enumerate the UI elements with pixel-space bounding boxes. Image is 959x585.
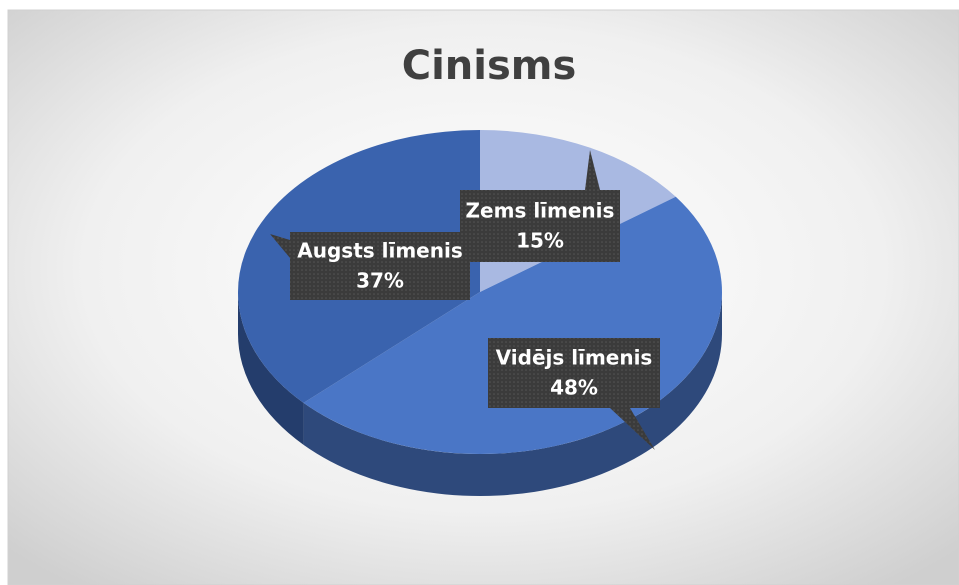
data-label-value: 37%	[356, 269, 404, 293]
callout-tail	[585, 150, 600, 190]
data-label-name: Zems līmenis	[466, 199, 615, 223]
data-label-name: Vidējs līmenis	[496, 346, 653, 370]
data-label-name: Augsts līmenis	[297, 239, 462, 263]
callout-box	[290, 232, 470, 300]
callout-box	[488, 338, 660, 408]
chart-title: Cinisms	[402, 43, 577, 89]
callout-tail	[270, 234, 290, 258]
slice-side	[303, 292, 722, 496]
data-label-value: 48%	[550, 376, 598, 400]
data-labels: Zems līmenis 15% Vidējs līmenis 48% Augsts l…	[270, 150, 660, 450]
slice-side	[238, 292, 304, 445]
callout-tail	[610, 408, 655, 450]
data-label-value: 15%	[516, 229, 564, 253]
callout-box	[460, 190, 620, 262]
